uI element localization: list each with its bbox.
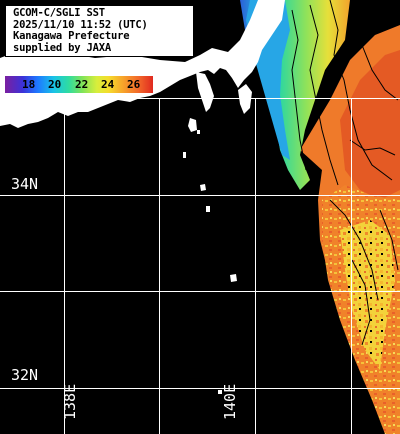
land-island-small-4: [230, 274, 237, 282]
land-island-small-2: [200, 184, 206, 191]
title-credit: supplied by JAXA: [13, 41, 111, 54]
land-island-small-3: [206, 206, 210, 212]
land-oshima: [188, 118, 197, 132]
title-region: Kanagawa Prefecture: [13, 30, 130, 42]
land: [0, 0, 285, 394]
graticule: [0, 98, 400, 434]
lon-label-140e: 140E: [221, 383, 239, 420]
land-island-small-1: [183, 152, 186, 158]
lon-label-138e: 138E: [61, 383, 79, 420]
land-island-small-5: [218, 390, 222, 394]
land-izu-peninsula: [196, 72, 214, 112]
title-datetime: 2025/11/10 11:52 (UTC): [13, 18, 148, 31]
land-island-small-6: [197, 130, 200, 134]
sst-mixed-yellow: [340, 220, 395, 370]
title-satellite: GCOM-C/SGLI SST: [13, 7, 105, 19]
colorbar-tick-18: 18: [22, 78, 36, 91]
lat-label-32n: 32N: [11, 366, 39, 384]
land-honshu: [0, 0, 285, 128]
sst-contours: [291, 0, 399, 346]
colorbar-tick-22: 22: [75, 78, 89, 91]
title-box: GCOM-C/SGLI SST 2025/11/10 11:52 (UTC) K…: [5, 5, 194, 57]
colorbar-tick-24: 24: [101, 78, 115, 91]
colorbar-tick-26: 26: [127, 78, 141, 91]
sst-warm-core: [340, 50, 400, 200]
lat-label-34n: 34N: [11, 175, 39, 193]
colorbar-tick-20: 20: [48, 78, 62, 91]
sst-colorbar: 18 20 22 24 26: [4, 75, 154, 94]
